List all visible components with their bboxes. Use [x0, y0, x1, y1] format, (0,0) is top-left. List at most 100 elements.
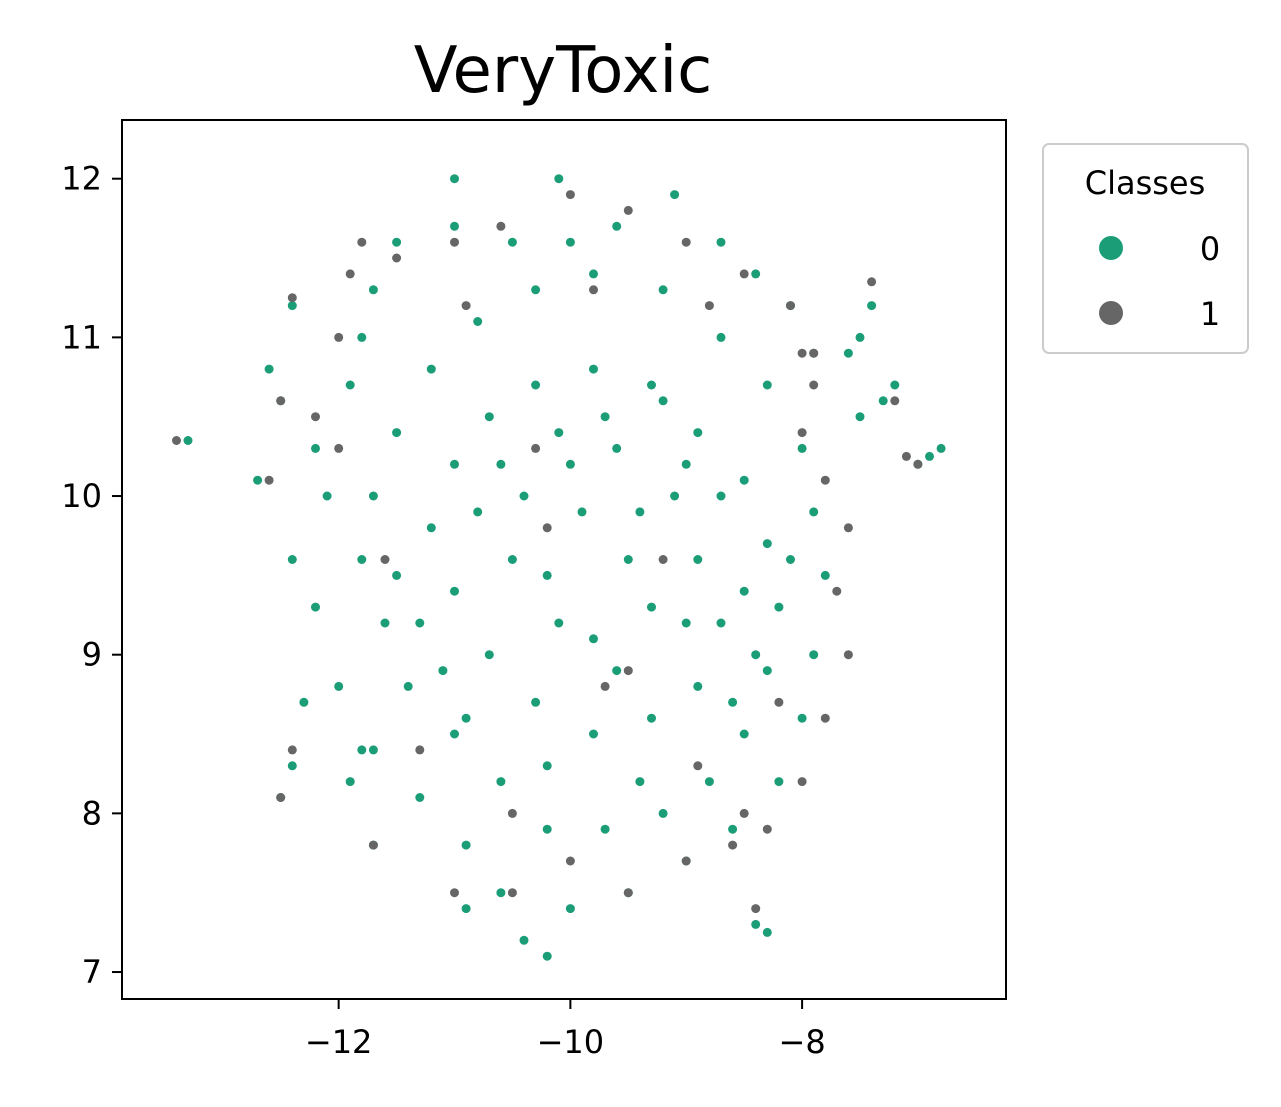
scatter-point-class-0: [647, 713, 656, 723]
scatter-point-class-0: [519, 491, 529, 501]
scatter-point-class-0: [461, 840, 471, 850]
scatter-point-class-0: [450, 174, 459, 184]
scatter-point-class-0: [450, 586, 459, 596]
scatter-point-class-0: [392, 237, 402, 247]
scatter-point-class-0: [867, 301, 877, 311]
scatter-point-class-0: [751, 269, 761, 279]
scatter-point-class-1: [589, 285, 598, 295]
scatter-point-class-0: [484, 412, 494, 422]
scatter-point-class-1: [809, 380, 819, 390]
scatter-point-class-0: [403, 681, 413, 691]
legend-label-class-0: 0: [1200, 230, 1220, 268]
scatter-point-class-0: [751, 650, 761, 660]
scatter-point-class-0: [623, 555, 633, 564]
scatter-point-class-1: [345, 269, 355, 279]
scatter-point-class-0: [311, 602, 320, 612]
scatter-point-class-0: [855, 332, 865, 342]
scatter-point-class-1: [623, 205, 633, 215]
scatter-point-class-0: [600, 412, 610, 422]
scatter-point-class-1: [867, 277, 877, 287]
scatter-point-class-0: [415, 618, 425, 628]
scatter-point-class-0: [762, 666, 772, 676]
scatter-point-class-1: [693, 761, 703, 771]
scatter-point-class-0: [531, 697, 541, 707]
scatter-point-class-0: [542, 570, 552, 580]
scatter-point-class-1: [704, 301, 714, 311]
scatter-point-class-1: [334, 332, 344, 342]
scatter-point-class-0: [739, 475, 749, 485]
scatter-point-class-1: [172, 436, 181, 445]
x-tick-label: −12: [305, 1023, 373, 1061]
scatter-point-class-1: [843, 523, 853, 533]
scatter-point-class-1: [797, 777, 807, 787]
scatter-point-class-0: [565, 237, 575, 247]
scatter-point-class-1: [461, 301, 471, 311]
y-tick-label: 7: [82, 953, 102, 991]
scatter-point-class-1: [415, 745, 425, 755]
y-tick-label: 9: [82, 636, 102, 674]
scatter-point-class-0: [728, 824, 738, 834]
scatter-point-class-0: [762, 380, 772, 390]
scatter-point-class-0: [461, 904, 471, 914]
chart-title: VeryToxic: [414, 34, 713, 108]
scatter-point-class-1: [507, 808, 517, 818]
scatter-point-class-0: [612, 221, 622, 231]
scatter-point-class-0: [473, 507, 483, 517]
scatter-point-class-0: [716, 237, 726, 247]
scatter-point-class-0: [334, 681, 344, 691]
scatter-point-class-1: [739, 269, 749, 279]
scatter-point-class-1: [531, 443, 541, 453]
scatter-point-class-0: [843, 348, 853, 358]
scatter-point-class-0: [357, 745, 367, 755]
scatter-point-class-0: [461, 713, 471, 723]
scatter-point-class-0: [287, 761, 297, 771]
scatter-point-class-0: [797, 443, 807, 453]
scatter-point-class-0: [183, 436, 193, 445]
scatter-point-class-1: [832, 586, 842, 596]
legend-marker-class-0: [1099, 236, 1123, 260]
scatter-point-class-0: [357, 555, 367, 564]
scatter-point-class-0: [380, 618, 390, 628]
scatter-point-class-0: [589, 364, 598, 374]
scatter-point-class-0: [600, 824, 610, 834]
scatter-point-class-0: [496, 459, 506, 469]
scatter-point-class-0: [507, 555, 517, 564]
scatter-point-class-0: [670, 190, 680, 200]
scatter-point-class-0: [704, 777, 714, 787]
scatter-point-class-1: [681, 856, 691, 866]
scatter-point-class-0: [681, 459, 691, 469]
scatter-point-class-0: [670, 491, 680, 501]
scatter-point-class-1: [496, 221, 506, 231]
scatter-point-class-1: [276, 793, 286, 802]
scatter-point-class-1: [600, 681, 610, 691]
scatter-point-class-1: [901, 451, 911, 461]
scatter-point-class-0: [450, 729, 459, 739]
scatter-point-class-0: [368, 745, 378, 755]
y-tick-label: 8: [82, 794, 102, 832]
scatter-point-class-0: [739, 586, 749, 596]
scatter-point-class-1: [658, 555, 668, 564]
scatter-point-class-0: [589, 634, 598, 644]
scatter-point-class-0: [287, 555, 297, 564]
scatter-point-class-0: [762, 927, 772, 937]
scatter-point-class-0: [635, 777, 645, 787]
scatter-point-class-0: [693, 428, 703, 438]
scatter-point-class-1: [820, 475, 830, 485]
scatter-point-class-0: [565, 459, 575, 469]
scatter-point-class-0: [542, 951, 552, 961]
scatter-point-class-0: [820, 570, 830, 580]
scatter-point-class-0: [287, 301, 297, 311]
scatter-point-class-0: [647, 602, 656, 612]
scatter-point-class-1: [820, 713, 830, 723]
legend-box: [1042, 143, 1249, 354]
y-tick-label: 10: [61, 477, 102, 515]
scatter-point-class-0: [681, 618, 691, 628]
scatter-point-class-0: [438, 666, 448, 676]
y-axis: 7 8 9 10 11 12: [61, 160, 122, 991]
scatter-point-class-1: [565, 190, 575, 200]
scatter-point-class-0: [531, 285, 541, 295]
scatter-point-class-0: [345, 777, 355, 787]
x-axis: −12 −10 −8: [305, 999, 826, 1061]
scatter-point-class-0: [716, 332, 726, 342]
